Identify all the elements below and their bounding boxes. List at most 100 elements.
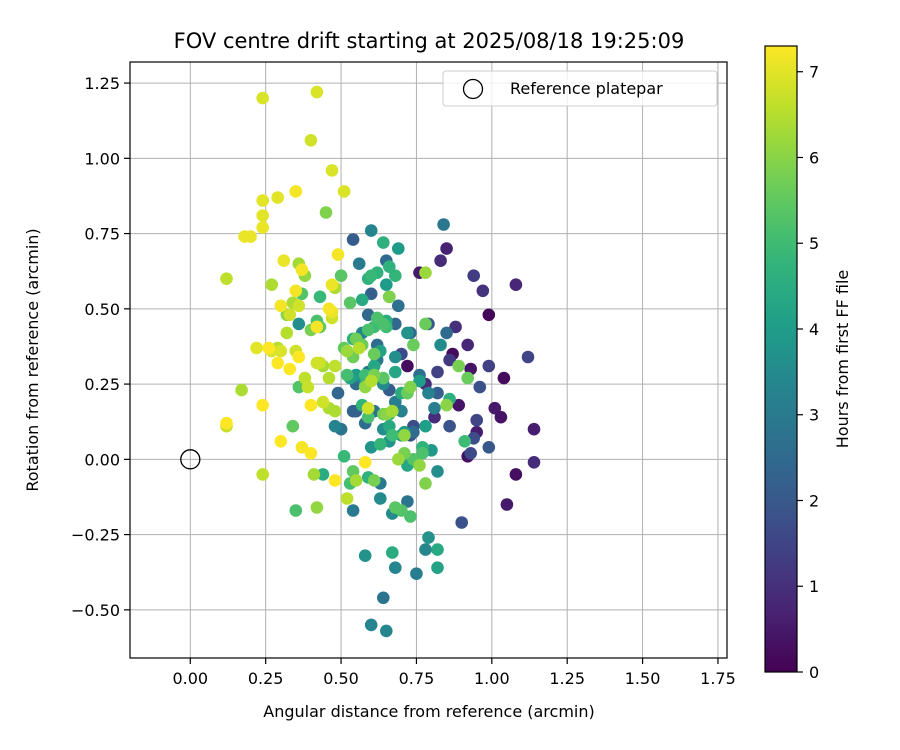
colorbar-gradient: [765, 46, 797, 672]
data-point: [422, 531, 435, 544]
data-point: [304, 134, 318, 147]
data-point: [389, 561, 402, 574]
data-point: [289, 504, 303, 517]
data-point: [470, 413, 484, 427]
data-point: [431, 543, 444, 556]
data-point: [364, 269, 378, 283]
data-point: [307, 468, 321, 481]
data-point: [256, 91, 270, 105]
colorbar-tick-label: 4: [809, 320, 819, 339]
data-point: [473, 380, 487, 394]
data-point: [358, 456, 372, 469]
data-point: [364, 224, 378, 237]
legend-reference-marker: [462, 78, 484, 100]
data-point: [407, 338, 420, 352]
data-point: [295, 263, 309, 277]
data-point: [527, 456, 541, 469]
data-point: [289, 185, 303, 198]
data-point: [521, 350, 535, 364]
x-tick-label: 0.25: [248, 669, 284, 688]
data-point: [380, 624, 393, 638]
y-tick-label: 0.50: [84, 300, 120, 319]
colorbar: 0 1 2 3 4 5 6 7 Hours from first FF file: [764, 45, 852, 682]
data-point: [377, 591, 390, 605]
data-point: [271, 191, 285, 204]
data-point: [389, 269, 402, 283]
data-point: [389, 350, 402, 364]
data-point: [428, 410, 441, 424]
data-point: [349, 474, 363, 487]
data-point: [410, 567, 423, 580]
data-point: [358, 549, 372, 562]
data-point: [265, 278, 279, 292]
data-point: [401, 359, 414, 373]
data-point: [340, 344, 354, 358]
data-point: [361, 401, 375, 415]
data-point: [292, 380, 306, 394]
data-point: [277, 254, 291, 267]
data-point: [527, 422, 541, 436]
data-point: [334, 269, 348, 283]
data-point: [380, 278, 393, 292]
data-point: [419, 266, 432, 280]
legend-entry-reference-platepar: Reference platepar: [510, 79, 663, 98]
data-point: [340, 368, 354, 382]
colorbar-tick-label: 0: [809, 663, 819, 682]
grid-lines: [130, 62, 727, 658]
data-point: [316, 395, 330, 409]
data-point: [310, 501, 324, 514]
data-point: [364, 618, 378, 632]
data-point: [274, 299, 288, 313]
data-point: [310, 356, 324, 370]
data-point: [416, 447, 429, 460]
data-point: [256, 209, 270, 222]
data-point: [325, 164, 339, 177]
data-point: [392, 453, 405, 466]
data-point: [301, 380, 315, 394]
data-point: [364, 374, 378, 388]
data-point: [328, 404, 342, 418]
data-point: [419, 543, 432, 556]
data-point: [220, 272, 233, 286]
data-point: [235, 383, 248, 397]
data-point: [386, 429, 399, 442]
data-point: [377, 236, 390, 249]
x-tick-label: 0.75: [399, 669, 435, 688]
x-tick-label: 0.50: [323, 669, 359, 688]
x-tick-label: 1.50: [625, 669, 661, 688]
axis-ticks: 0.00 0.25 0.50 0.75 1.00 1.25 1.50 1.75 −0.50 −0.…: [71, 74, 736, 688]
data-point: [419, 477, 432, 490]
data-point: [443, 353, 456, 367]
data-point: [431, 386, 444, 400]
data-point: [434, 254, 447, 267]
data-point: [280, 326, 294, 340]
data-point: [440, 398, 453, 412]
data-point: [476, 284, 490, 298]
data-point: [440, 242, 453, 255]
data-point: [331, 248, 345, 261]
x-tick-label: 1.25: [549, 669, 585, 688]
data-point: [497, 371, 511, 385]
data-point: [352, 257, 366, 271]
data-point: [383, 260, 396, 274]
legend: Reference platepar: [442, 70, 718, 107]
data-point: [364, 287, 378, 301]
y-tick-label: 0.75: [84, 225, 120, 244]
data-point: [389, 365, 402, 379]
data-point: [310, 320, 324, 334]
reference-marker-layer: [180, 449, 201, 470]
x-tick-label: 0.00: [172, 669, 208, 688]
data-point: [482, 359, 496, 373]
data-point: [328, 419, 342, 433]
data-point: [325, 278, 339, 292]
data-point: [256, 398, 270, 412]
data-point: [404, 510, 417, 523]
data-point: [283, 362, 297, 376]
data-point: [319, 206, 333, 219]
data-point: [437, 218, 450, 231]
data-points: [220, 85, 541, 638]
data-point: [250, 341, 263, 355]
data-point: [292, 350, 306, 364]
data-point: [431, 465, 444, 478]
data-point: [482, 308, 496, 322]
